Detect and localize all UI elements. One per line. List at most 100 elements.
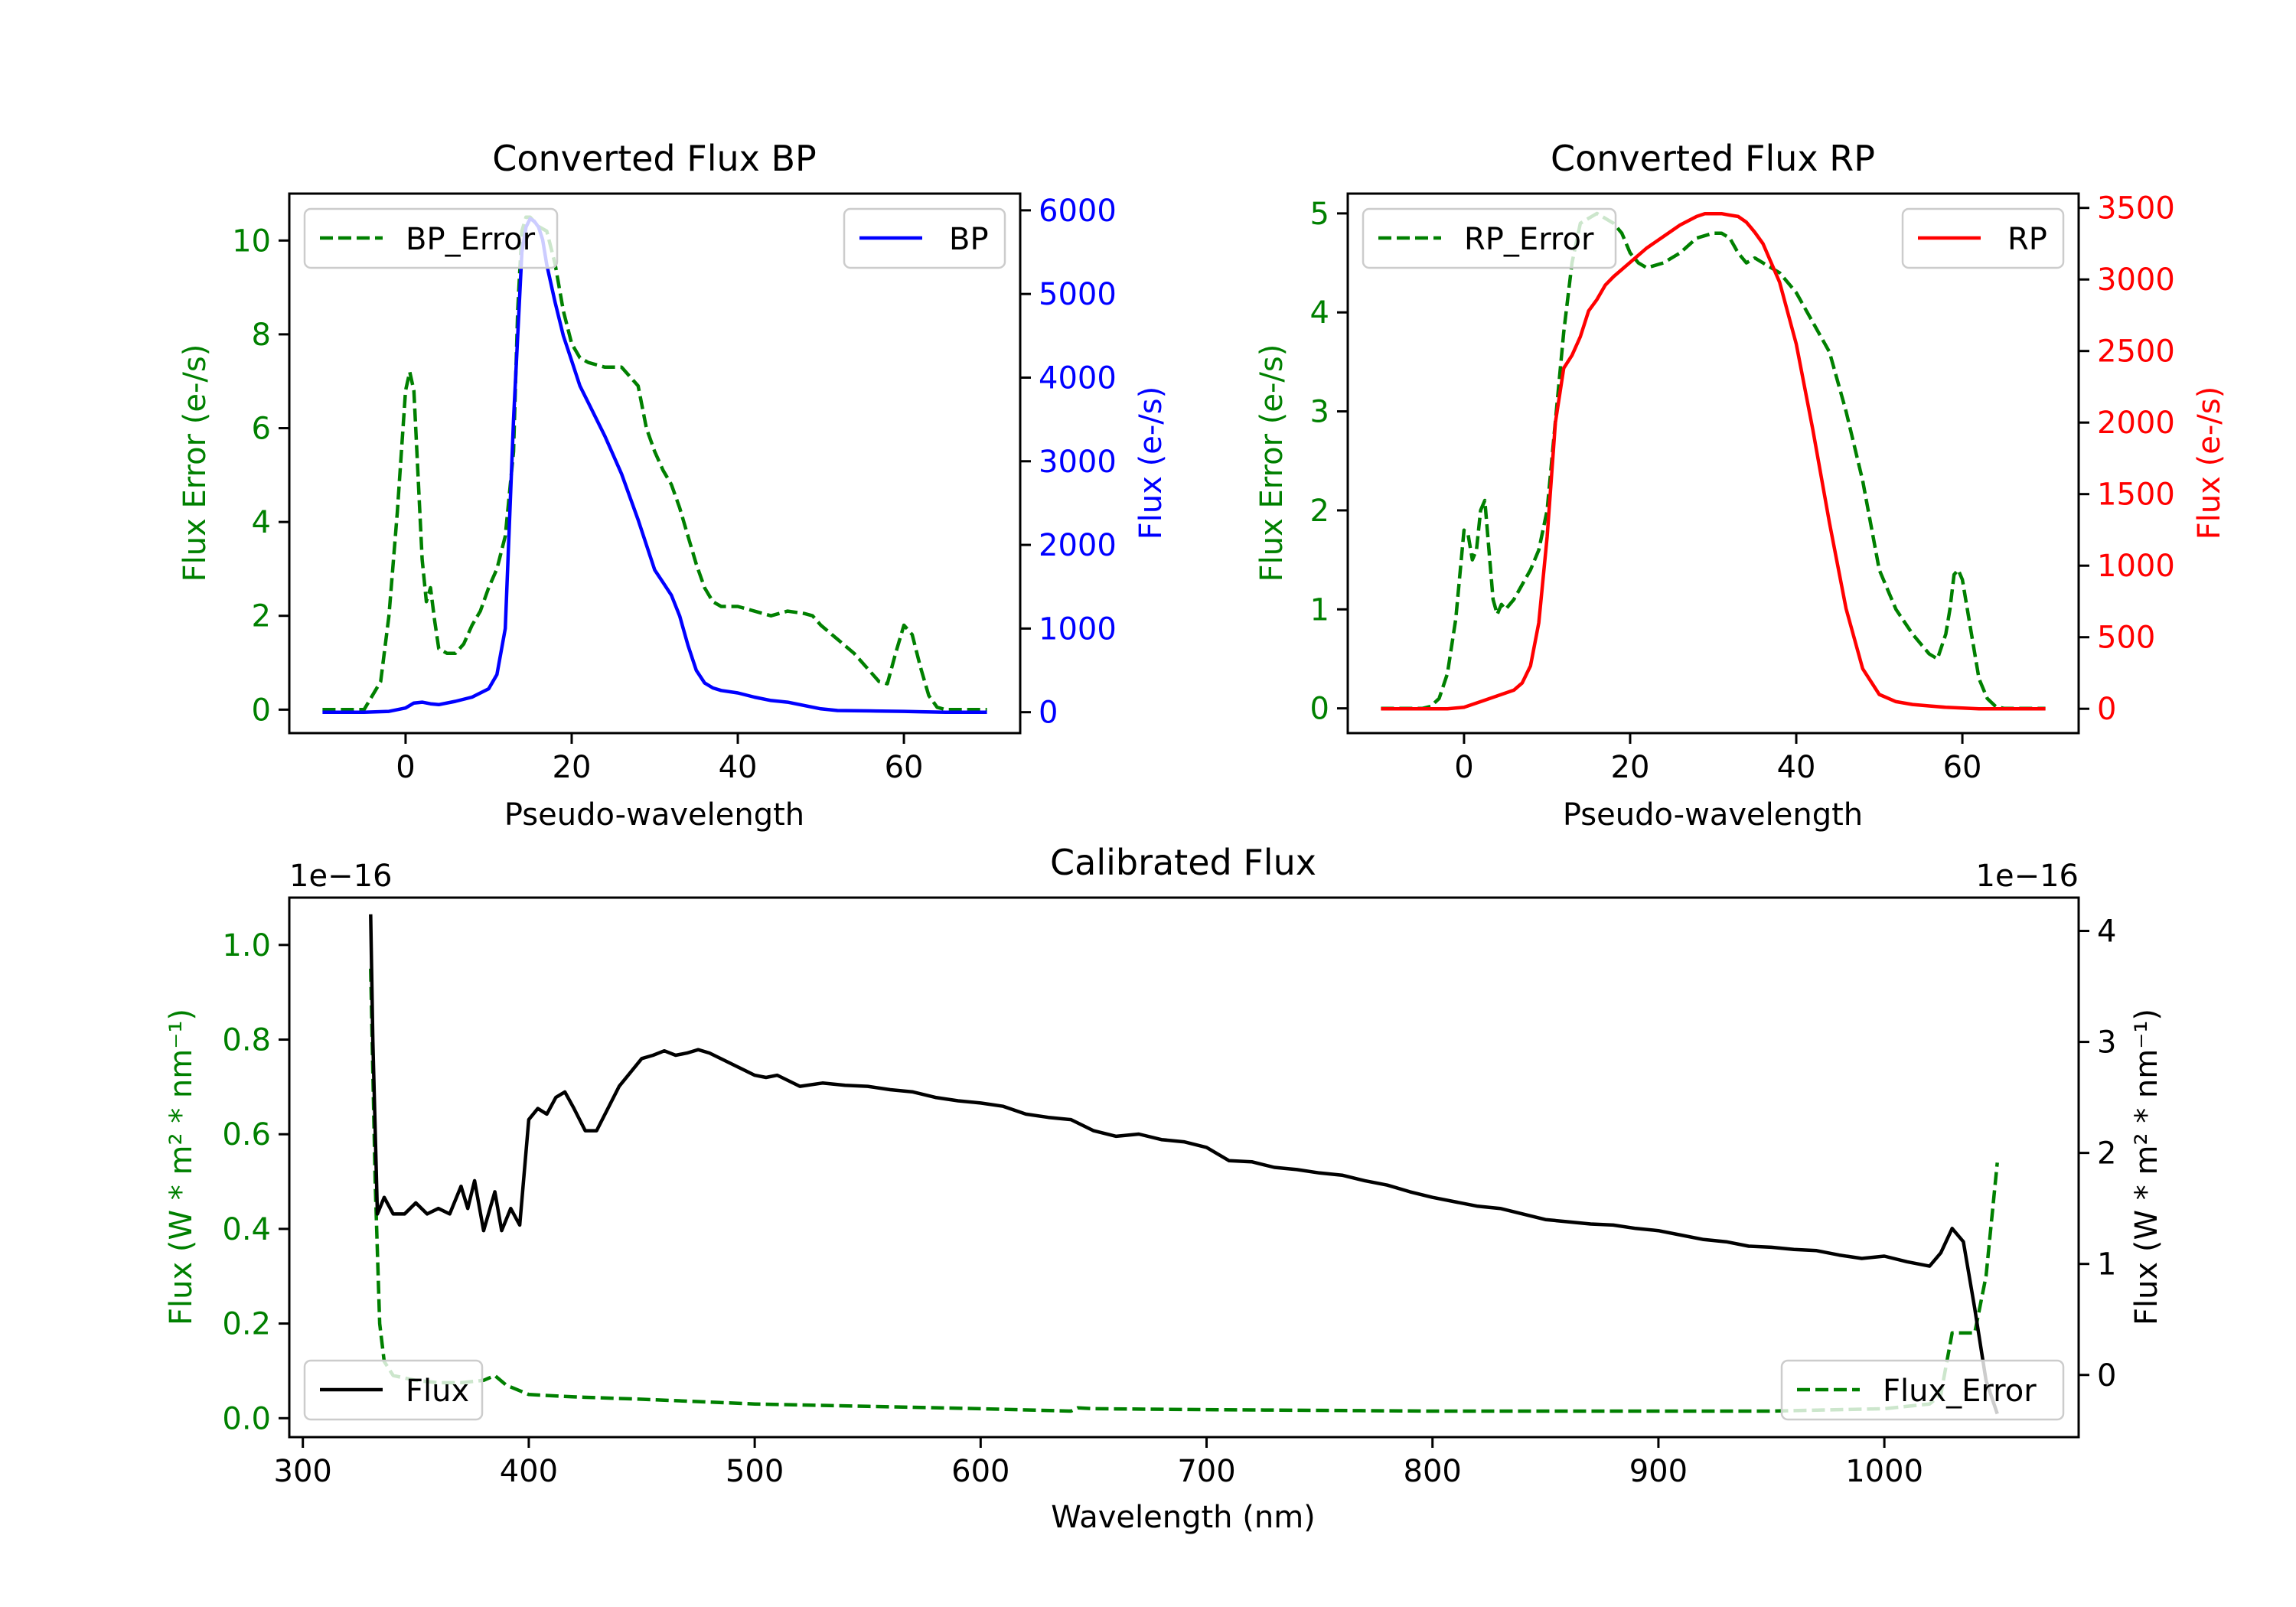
rp-x-tick-label: 40 — [1777, 750, 1816, 785]
cal-y-left-tick-label: 0.0 — [222, 1401, 271, 1436]
cal-plot-frame — [288, 896, 2080, 1439]
rp-x-ticks: 0 20 40 60 — [1454, 733, 1982, 785]
bp-x-tick-label: 40 — [719, 750, 758, 785]
rp-y-right-tick-label: 2000 — [2097, 406, 2175, 441]
bp-y-label-right: Flux (e-/s) — [1133, 386, 1169, 539]
cal-legend-right-box — [1780, 1359, 2065, 1421]
cal-x-tick-label: 800 — [1404, 1454, 1462, 1489]
bp-lines — [322, 215, 987, 714]
rp-y-right-tick-label: 500 — [2097, 621, 2155, 656]
bp-y-right-tick-label: 0 — [1039, 696, 1058, 731]
cal-offset-left: 1e−16 — [289, 859, 392, 894]
cal-y-left-ticks: 0.0 0.2 0.4 0.6 0.8 1.0 — [222, 928, 289, 1436]
rp-y-left-tick-label: 4 — [1310, 295, 1329, 331]
cal-legend-left-box — [303, 1359, 484, 1421]
bp-y-right-tick-label: 5000 — [1039, 277, 1117, 312]
rp-y-left-tick-label: 5 — [1310, 197, 1329, 232]
cal-x-tick-label: 1000 — [1845, 1454, 1923, 1489]
cal-x-tick-label: 900 — [1629, 1454, 1688, 1489]
rp-legend-right: RP — [1901, 207, 2065, 269]
rp-y-right-tick-label: 2500 — [2097, 334, 2175, 370]
bp-x-ticks: 0 20 40 60 — [396, 733, 924, 785]
rp-title: Converted Flux RP — [1551, 138, 1875, 179]
bp-y-left-tick-label: 8 — [252, 318, 271, 353]
rp-y-left-tick-label: 1 — [1310, 592, 1329, 627]
bp-y-left-tick-label: 0 — [252, 693, 271, 728]
cal-x-tick-label: 400 — [500, 1454, 558, 1489]
cal-offset-right: 1e−16 — [1976, 859, 2079, 894]
bp-legend-left: BP_Error — [303, 207, 559, 269]
cal-x-label: Wavelength (nm) — [1051, 1500, 1316, 1535]
bp-y-left-tick-label: 4 — [252, 505, 271, 540]
cal-legend-left: Flux — [303, 1359, 484, 1421]
bp-y-right-tick-label: 4000 — [1039, 360, 1117, 396]
bp-legend-left-label: BP_Error — [406, 222, 536, 257]
bp-y-right-tick-label: 2000 — [1039, 528, 1117, 563]
chart-cal: Calibrated Flux 1e−16 1e−16 300 400 500 600… — [164, 842, 2164, 1535]
cal-x-ticks: 300 400 500 600 700 800 900 1000 — [274, 1437, 1923, 1489]
chart-bp: Converted Flux BP 0 20 40 60 0 2 4 6 8 10 0 1000 2… — [178, 138, 1169, 833]
cal-y-left-tick-label: 0.6 — [222, 1117, 271, 1152]
rp-y-right-tick-label: 0 — [2097, 692, 2116, 727]
cal-legend-left-label: Flux — [406, 1374, 469, 1409]
rp-y-left-tick-label: 0 — [1310, 692, 1329, 727]
rp-y-right-ticks: 0 500 1000 1500 2000 2500 3000 3500 — [2079, 191, 2175, 727]
cal-x-tick-label: 700 — [1177, 1454, 1235, 1489]
bp-y-left-tick-label: 6 — [252, 412, 271, 447]
bp-series-bp-line — [322, 217, 987, 714]
bp-y-right-tick-label: 3000 — [1039, 445, 1117, 480]
rp-y-label-left: Flux Error (e-/s) — [1254, 344, 1290, 582]
rp-y-label-right: Flux (e-/s) — [2192, 386, 2227, 539]
bp-y-label-left: Flux Error (e-/s) — [178, 344, 213, 582]
rp-legend-left-box — [1362, 207, 1617, 269]
bp-x-tick-label: 60 — [885, 750, 924, 785]
cal-title: Calibrated Flux — [1050, 842, 1316, 883]
rp-x-tick-label: 0 — [1454, 750, 1473, 785]
cal-y-left-tick-label: 0.2 — [222, 1307, 271, 1342]
cal-y-left-tick-label: 0.4 — [222, 1212, 271, 1247]
bp-legend-right-label: BP — [949, 222, 989, 257]
bp-title: Converted Flux BP — [492, 138, 817, 179]
rp-x-tick-label: 60 — [1943, 750, 1982, 785]
cal-x-tick-label: 500 — [726, 1454, 784, 1489]
rp-y-right-tick-label: 3000 — [2097, 262, 2175, 298]
rp-legend-left-label: RP_Error — [1464, 222, 1594, 257]
rp-legend-left: RP_Error — [1362, 207, 1617, 269]
cal-y-left-tick-label: 0.8 — [222, 1023, 271, 1058]
rp-y-right-tick-label: 3500 — [2097, 191, 2175, 227]
cal-y-right-ticks: 0 1 2 3 4 — [2079, 914, 2116, 1393]
cal-y-right-tick-label: 4 — [2097, 914, 2116, 950]
cal-y-right-tick-label: 2 — [2097, 1136, 2116, 1172]
rp-series-rp-line — [1381, 211, 2046, 711]
bp-y-right-ticks: 0 1000 2000 3000 4000 5000 6000 — [1020, 194, 1117, 731]
cal-x-tick-label: 600 — [951, 1454, 1009, 1489]
cal-y-left-tick-label: 1.0 — [222, 928, 271, 963]
rp-x-tick-label: 20 — [1611, 750, 1650, 785]
bp-legend-right-box — [843, 207, 1006, 269]
bp-legend-right: BP — [843, 207, 1006, 269]
rp-y-right-tick-label: 1000 — [2097, 549, 2175, 584]
rp-legend-right-box — [1901, 207, 2065, 269]
bp-y-right-tick-label: 6000 — [1039, 194, 1117, 229]
bp-series-bp-error-line — [322, 215, 987, 712]
bp-x-tick-label: 20 — [553, 750, 592, 785]
cal-y-right-tick-label: 1 — [2097, 1247, 2116, 1283]
rp-x-label: Pseudo-wavelength — [1563, 797, 1863, 833]
cal-legend-right: Flux_Error — [1780, 1359, 2065, 1421]
cal-series-flux-line — [369, 914, 1999, 1415]
rp-y-left-ticks: 0 1 2 3 4 5 — [1310, 197, 1348, 727]
cal-y-right-tick-label: 0 — [2097, 1358, 2116, 1393]
bp-y-left-tick-label: 2 — [252, 599, 271, 634]
bp-y-left-ticks: 0 2 4 6 8 10 — [232, 223, 289, 728]
rp-plot-frame — [1346, 192, 2080, 735]
cal-y-label-right: Flux (W * m² * nm⁻¹) — [2129, 1009, 2164, 1325]
rp-y-left-tick-label: 3 — [1310, 395, 1329, 430]
cal-x-tick-label: 300 — [274, 1454, 332, 1489]
bp-x-tick-label: 0 — [396, 750, 415, 785]
bp-plot-frame — [288, 192, 1022, 735]
chart-rp: Converted Flux RP 0 20 40 60 0 1 2 3 4 5 0 500 100… — [1254, 138, 2227, 833]
rp-y-left-tick-label: 2 — [1310, 494, 1329, 529]
rp-series-rp-error-line — [1381, 211, 2046, 710]
cal-legend-right-label: Flux_Error — [1883, 1374, 2037, 1409]
